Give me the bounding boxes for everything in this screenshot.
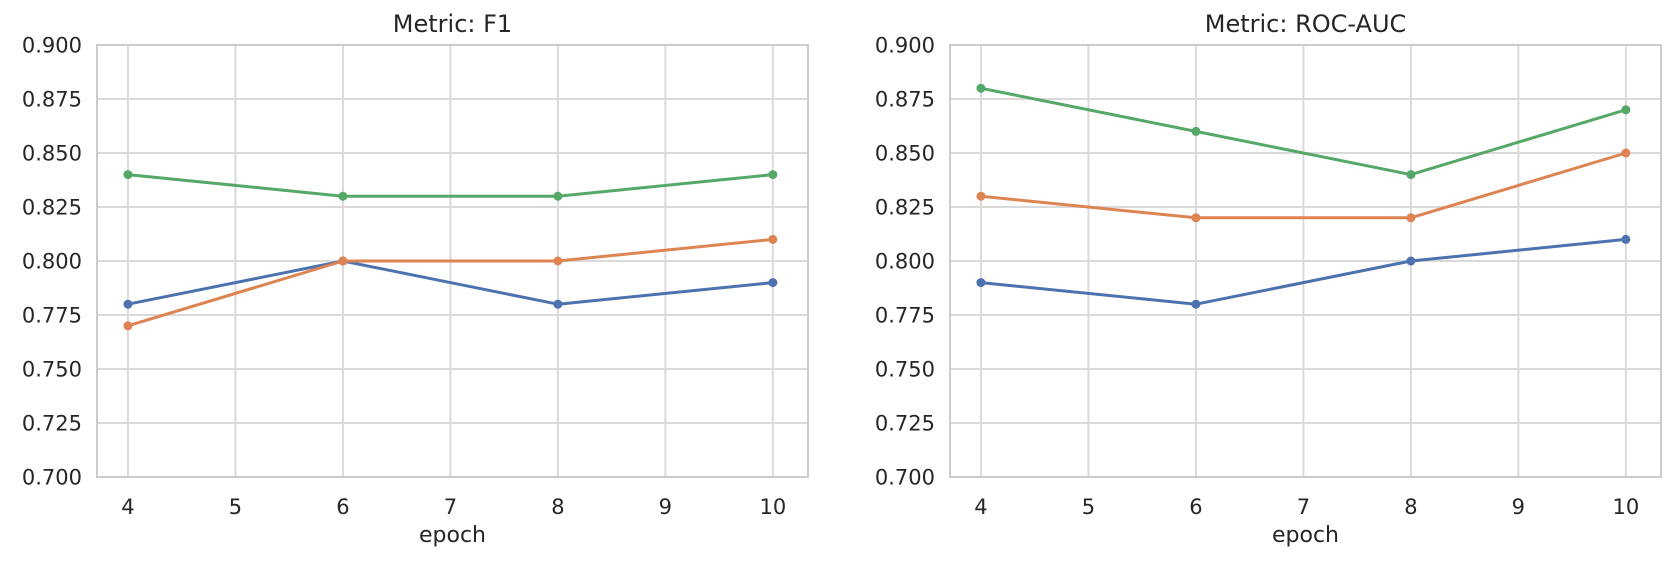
series-green-line bbox=[979, 86, 1628, 177]
x-axis-label-right: epoch bbox=[1272, 523, 1339, 548]
plot-border bbox=[96, 44, 809, 478]
series-orange-marker bbox=[1406, 213, 1416, 223]
series-blue-line bbox=[979, 237, 1628, 306]
series-green-line bbox=[126, 173, 775, 198]
y-tick-label: 0.775 bbox=[22, 304, 82, 328]
series-blue-line bbox=[126, 259, 775, 306]
chart-title-f1: Metric: F1 bbox=[392, 10, 513, 38]
chart-title-roc-auc: Metric: ROC-AUC bbox=[1204, 10, 1407, 38]
x-tick-label: 6 bbox=[1189, 495, 1202, 519]
series-blue-marker bbox=[553, 299, 563, 309]
y-tick-label: 0.825 bbox=[875, 196, 935, 220]
y-tick-label: 0.900 bbox=[22, 34, 82, 58]
y-tick-label: 0.850 bbox=[875, 142, 935, 166]
series-green-marker bbox=[338, 191, 348, 201]
y-tick-label: 0.800 bbox=[22, 250, 82, 274]
x-tick-label: 9 bbox=[659, 495, 672, 519]
x-tick-label: 4 bbox=[974, 495, 987, 519]
series-blue-marker bbox=[123, 299, 133, 309]
series-orange-marker bbox=[553, 256, 563, 266]
y-tick-label: 0.775 bbox=[875, 304, 935, 328]
x-tick-label: 7 bbox=[444, 495, 457, 519]
x-tick-label: 9 bbox=[1512, 495, 1525, 519]
series-green-marker bbox=[1191, 126, 1201, 136]
x-tick-label: 5 bbox=[1082, 495, 1095, 519]
y-tick-label: 0.725 bbox=[22, 412, 82, 436]
x-tick-label: 8 bbox=[551, 495, 564, 519]
series-blue-marker bbox=[1406, 256, 1416, 266]
series-green-marker bbox=[768, 170, 778, 180]
series-green-marker bbox=[976, 83, 986, 93]
chart-panel: 4 5 6 7 8 9 10 0.700 0.725 0.750 0.775 0.800 0.825 0.… bbox=[875, 34, 1662, 519]
y-tick-label: 0.875 bbox=[22, 88, 82, 112]
series-orange-marker bbox=[768, 234, 778, 244]
y-tick-label: 0.800 bbox=[875, 250, 935, 274]
y-tick-label: 0.700 bbox=[22, 466, 82, 490]
x-tick-label: 8 bbox=[1404, 495, 1417, 519]
y-tick-label: 0.725 bbox=[875, 412, 935, 436]
y-tick-label: 0.700 bbox=[875, 466, 935, 490]
x-tick-label: 4 bbox=[121, 495, 134, 519]
chart-panel: 4 5 6 7 8 9 10 0.700 0.725 0.750 0.775 0.800 0.825 0.… bbox=[22, 34, 809, 519]
series-orange-marker bbox=[123, 321, 133, 331]
y-tick-label: 0.900 bbox=[875, 34, 935, 58]
x-axis-label-left: epoch bbox=[419, 523, 486, 548]
x-tick-label: 7 bbox=[1297, 495, 1310, 519]
series-green-marker bbox=[553, 191, 563, 201]
series-blue-marker bbox=[1191, 299, 1201, 309]
series-orange-marker bbox=[1621, 148, 1631, 158]
x-tick-label: 10 bbox=[759, 495, 786, 519]
x-tick-label: 10 bbox=[1612, 495, 1639, 519]
x-tick-label: 5 bbox=[229, 495, 242, 519]
y-tick-label: 0.825 bbox=[22, 196, 82, 220]
y-tick-label: 0.750 bbox=[22, 358, 82, 382]
series-orange-marker bbox=[338, 256, 348, 266]
series-blue-marker bbox=[976, 278, 986, 288]
series-orange-marker bbox=[976, 191, 986, 201]
x-tick-label: 6 bbox=[336, 495, 349, 519]
series-blue-marker bbox=[1621, 234, 1631, 244]
plot-border bbox=[949, 44, 1662, 478]
series-green-marker bbox=[1621, 105, 1631, 115]
series-orange-line bbox=[979, 151, 1628, 220]
series-blue-marker bbox=[768, 278, 778, 288]
series-orange-marker bbox=[1191, 213, 1201, 223]
y-tick-label: 0.850 bbox=[22, 142, 82, 166]
series-orange-line bbox=[126, 237, 775, 328]
series-green-marker bbox=[1406, 170, 1416, 180]
y-tick-label: 0.750 bbox=[875, 358, 935, 382]
series-green-marker bbox=[123, 170, 133, 180]
y-tick-label: 0.875 bbox=[875, 88, 935, 112]
